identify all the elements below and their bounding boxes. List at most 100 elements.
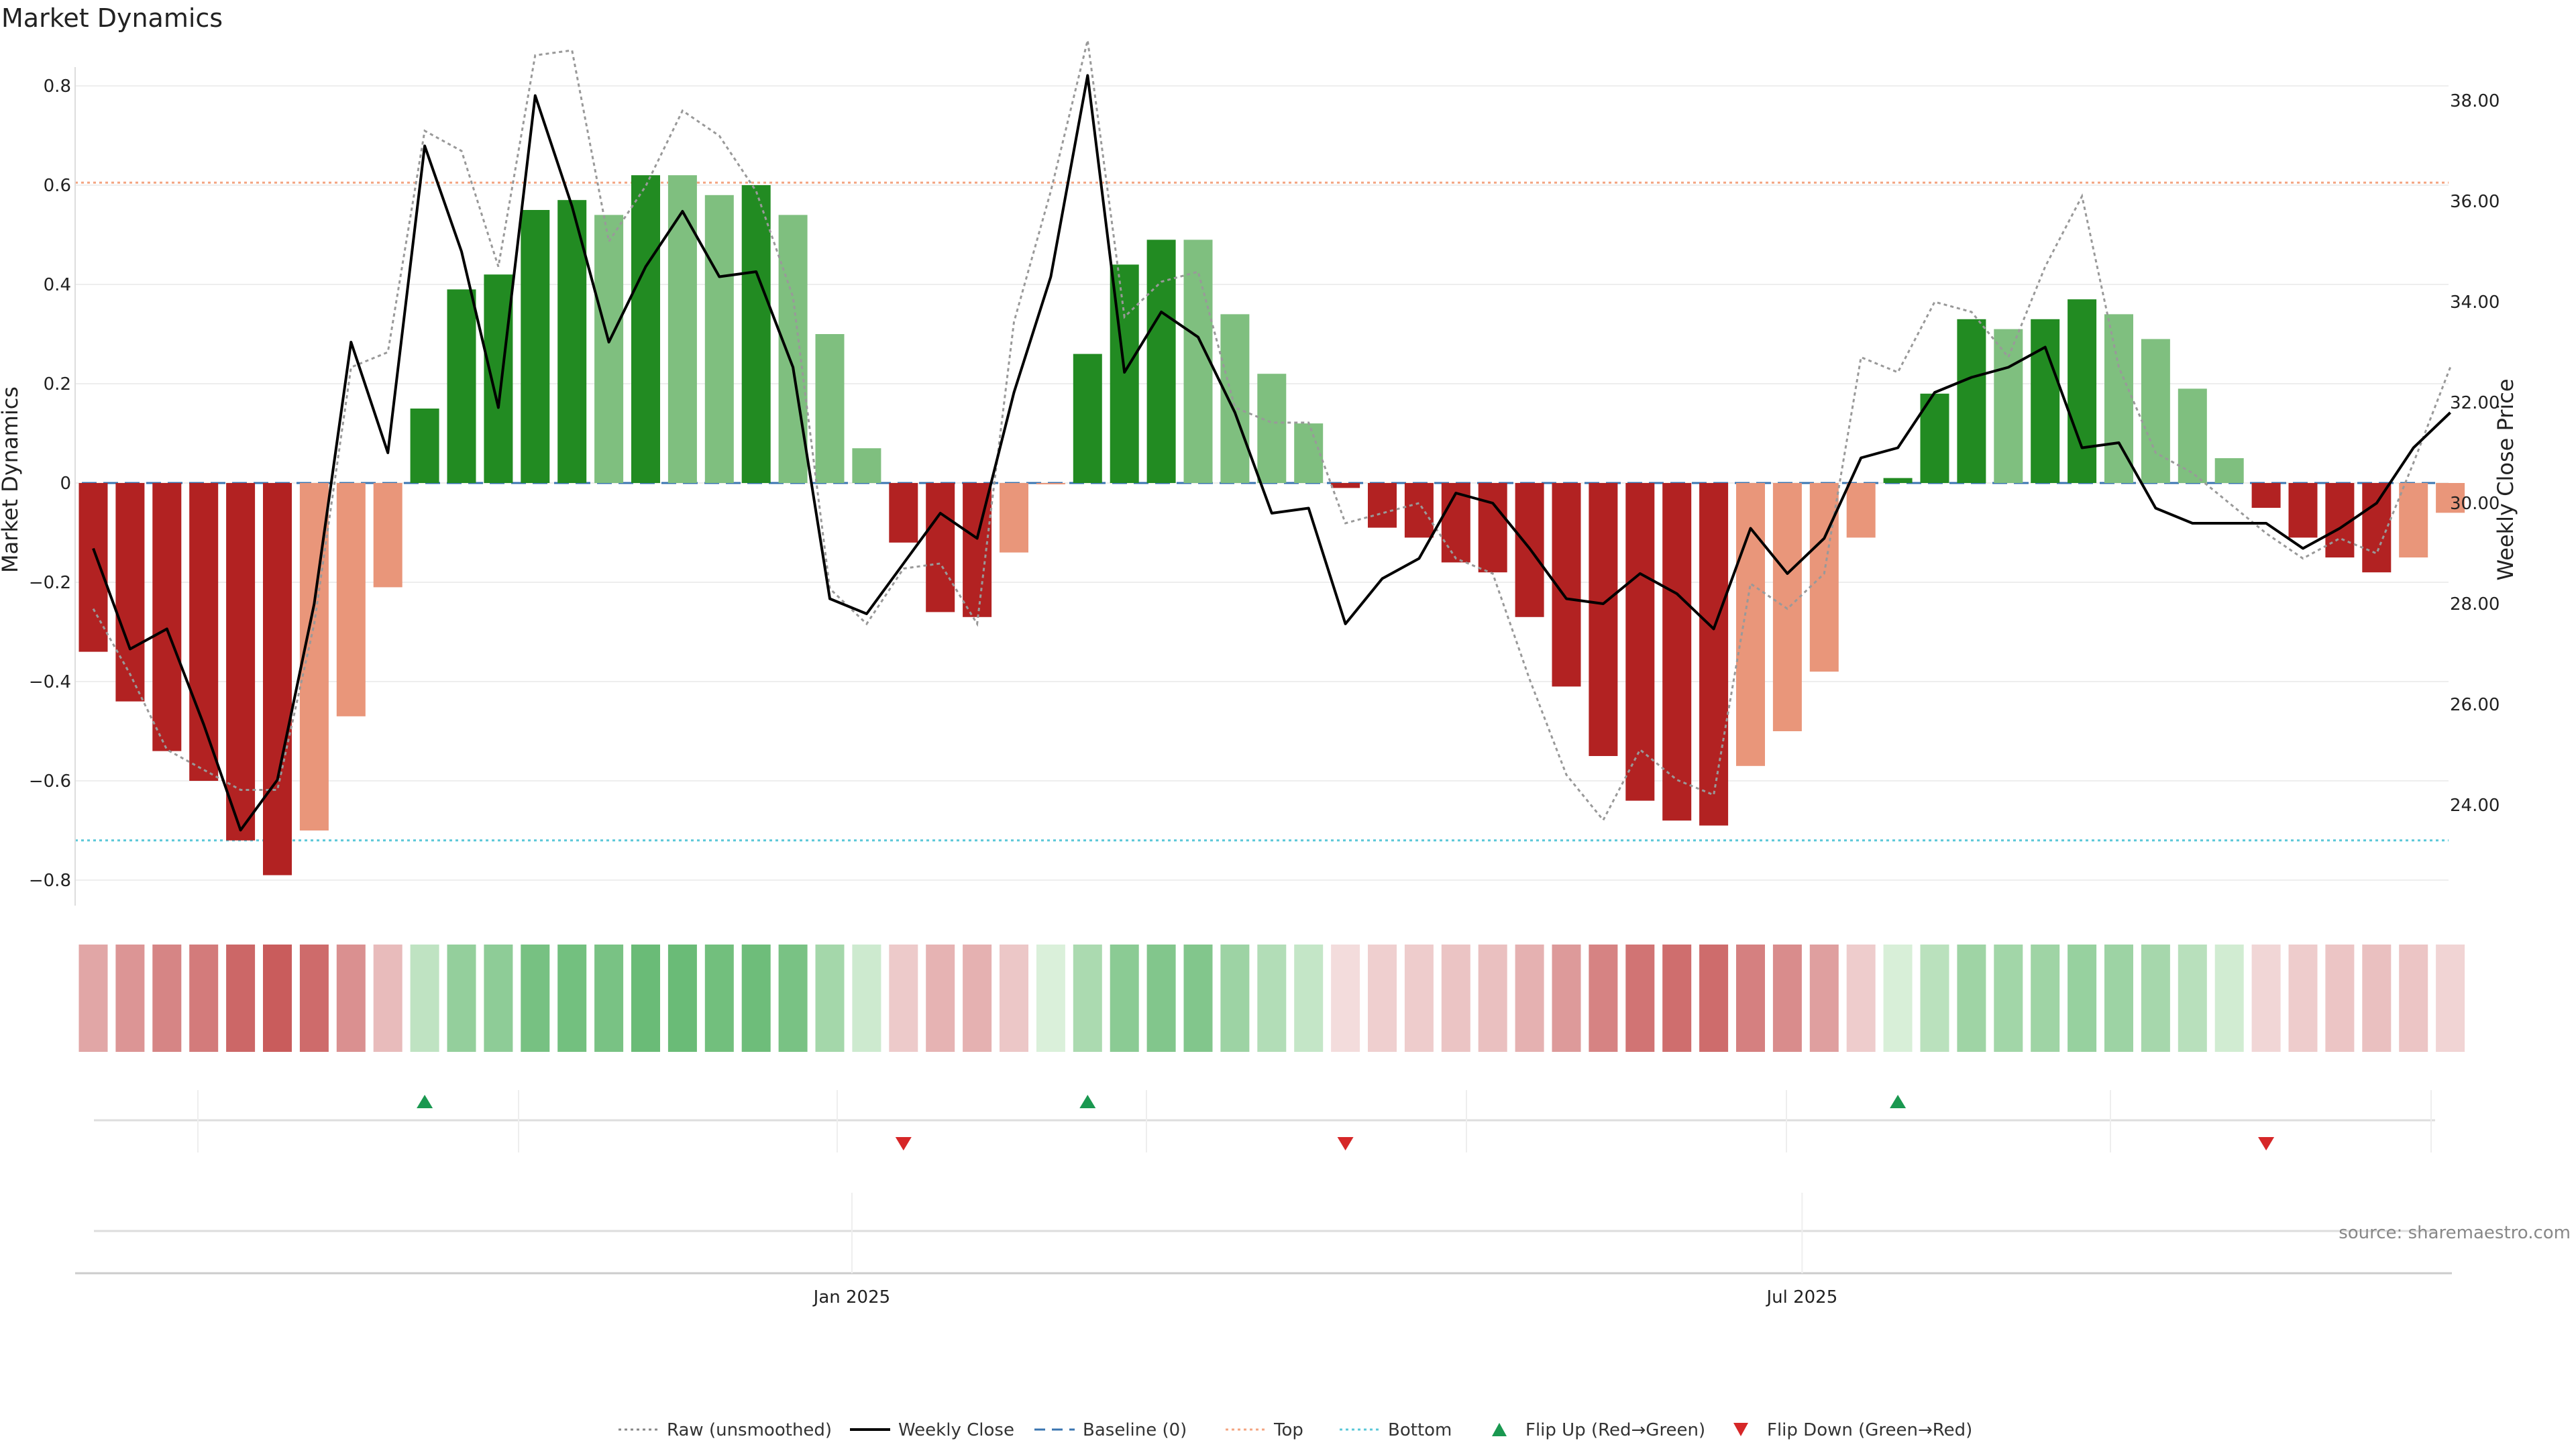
heat-strip-cell xyxy=(2288,945,2318,1052)
market-dynamics-bar xyxy=(1589,483,1618,756)
y-axis-left: −0.8 −0.6 −0.4 −0.2 0 0.2 0.4 0.6 0.8 xyxy=(29,76,71,891)
heat-strip-cell xyxy=(1920,945,1949,1052)
market-dynamics-bar xyxy=(373,483,402,588)
heat-strip-cell xyxy=(631,945,660,1052)
heat-strip-cell xyxy=(557,945,587,1052)
market-dynamics-bar xyxy=(815,334,845,483)
legend-item: Bottom xyxy=(1340,1420,1452,1440)
heat-strip-cell xyxy=(226,945,256,1052)
legend-item: Flip Up (Red→Green) xyxy=(1492,1420,1705,1440)
market-dynamics-bar xyxy=(78,483,108,652)
heat-strip-cell xyxy=(299,945,329,1052)
heat-strip-cell xyxy=(2399,945,2428,1052)
heat-strip-cell xyxy=(2436,945,2465,1052)
heat-strip-cell xyxy=(667,945,697,1052)
legend-flip-up-icon xyxy=(1492,1423,1507,1436)
chart-title: Market Dynamics xyxy=(1,3,223,33)
heat-strip-cell xyxy=(1000,945,1028,1052)
flip-up-marker xyxy=(1079,1095,1096,1108)
heat-strip-cell xyxy=(1331,945,1360,1052)
market-dynamics-bar xyxy=(1662,483,1692,821)
market-dynamics-bar xyxy=(1404,483,1434,538)
legend-label: Top xyxy=(1273,1420,1303,1440)
heat-strip-cell xyxy=(704,945,734,1052)
heat-strip-cell xyxy=(594,945,624,1052)
heat-strip-cell xyxy=(152,945,182,1052)
market-dynamics-bar xyxy=(1957,319,1986,483)
market-dynamics-bar xyxy=(226,483,256,841)
market-dynamics-bar xyxy=(2399,483,2428,557)
market-dynamics-bar xyxy=(2436,483,2465,513)
heat-strip-cell xyxy=(963,945,992,1052)
heat-strip-cell xyxy=(1846,945,1876,1052)
market-dynamics-bar xyxy=(1183,239,1213,483)
y-tick-label-right: 28.00 xyxy=(2450,594,2500,614)
legend-item: Raw (unsmoothed) xyxy=(619,1420,832,1440)
market-dynamics-bar xyxy=(1220,314,1250,483)
market-dynamics-bar xyxy=(521,210,550,483)
heat-strip-cell xyxy=(410,945,439,1052)
heat-strip-cell xyxy=(852,945,881,1052)
flip-panel-grid xyxy=(197,1090,2432,1152)
legend-item: Top xyxy=(1226,1420,1303,1440)
heat-strip-cell xyxy=(2141,945,2170,1052)
legend-label: Weekly Close xyxy=(898,1420,1014,1440)
threshold-lines xyxy=(75,181,2449,842)
market-dynamics-bar xyxy=(1625,483,1655,801)
market-dynamics-bar xyxy=(667,175,697,483)
weekly-close-line xyxy=(92,74,2451,832)
x-tick-label: Jul 2025 xyxy=(1765,1287,1837,1307)
heat-strip-cell xyxy=(815,945,845,1052)
heat-strip-cell xyxy=(263,945,292,1052)
market-dynamics-bar xyxy=(631,175,660,483)
heat-strip-cell xyxy=(78,945,108,1052)
heat-strip-cell xyxy=(1772,945,1802,1052)
heat-strip-cell xyxy=(115,945,145,1052)
market-dynamics-bar xyxy=(2288,483,2318,538)
heat-strip-cell xyxy=(336,945,366,1052)
y-tick-label-right: 38.00 xyxy=(2450,91,2500,111)
flip-markers xyxy=(417,1095,2275,1150)
heat-strip-cell xyxy=(1036,945,1065,1052)
heat-strip-cell xyxy=(1552,945,1581,1052)
flip-down-marker xyxy=(2258,1137,2275,1150)
legend-item: Weekly Close xyxy=(850,1420,1014,1440)
market-dynamics-bar xyxy=(2178,388,2207,483)
heat-strip-cell xyxy=(1625,945,1655,1052)
legend-item: Baseline (0) xyxy=(1034,1420,1187,1440)
market-dynamics-bar xyxy=(1331,483,1360,488)
heat-strip-cell xyxy=(521,945,550,1052)
market-dynamics-bar xyxy=(1699,483,1729,826)
flip-down-marker xyxy=(895,1137,912,1150)
market-dynamics-bar xyxy=(2214,458,2244,483)
heat-strip-cell xyxy=(1220,945,1250,1052)
heat-strip xyxy=(78,945,2465,1052)
y-tick-label-left: −0.8 xyxy=(29,871,71,891)
market-dynamics-bar xyxy=(336,483,366,716)
heat-strip-cell xyxy=(2104,945,2133,1052)
main-panel: −0.8 −0.6 −0.4 −0.2 0 0.2 0.4 0.6 0.8 24.00 26.00… xyxy=(29,40,2500,906)
market-dynamics-bar xyxy=(1478,483,1507,573)
heat-strip-cell xyxy=(2068,945,2097,1052)
y-tick-label-left: 0.2 xyxy=(44,374,71,394)
market-dynamics-bar xyxy=(1257,374,1287,483)
market-dynamics-bar xyxy=(926,483,955,612)
heat-strip-cell xyxy=(1257,945,1287,1052)
market-dynamics-bar xyxy=(2104,314,2133,483)
heat-strip-cell xyxy=(778,945,808,1052)
market-dynamics-bar xyxy=(557,200,587,483)
heat-strip-cell xyxy=(1589,945,1618,1052)
flip-markers-panel xyxy=(94,1090,2435,1152)
heat-strip-cell xyxy=(447,945,476,1052)
heat-strip-cell xyxy=(373,945,402,1052)
legend: Raw (unsmoothed) Weekly Close Baseline (0)… xyxy=(619,1420,1972,1440)
y-tick-label-right: 34.00 xyxy=(2450,292,2500,313)
y-tick-label-right: 24.00 xyxy=(2450,796,2500,816)
market-dynamics-bar xyxy=(2251,483,2281,508)
heat-strip-cell xyxy=(2214,945,2244,1052)
date-axis-panel: Jan 2025 Jul 2025 xyxy=(75,1193,2452,1307)
market-dynamics-bar xyxy=(447,289,476,483)
legend-label: Bottom xyxy=(1388,1420,1452,1440)
y-tick-label-right: 32.00 xyxy=(2450,393,2500,413)
heat-strip-cell xyxy=(1073,945,1102,1052)
